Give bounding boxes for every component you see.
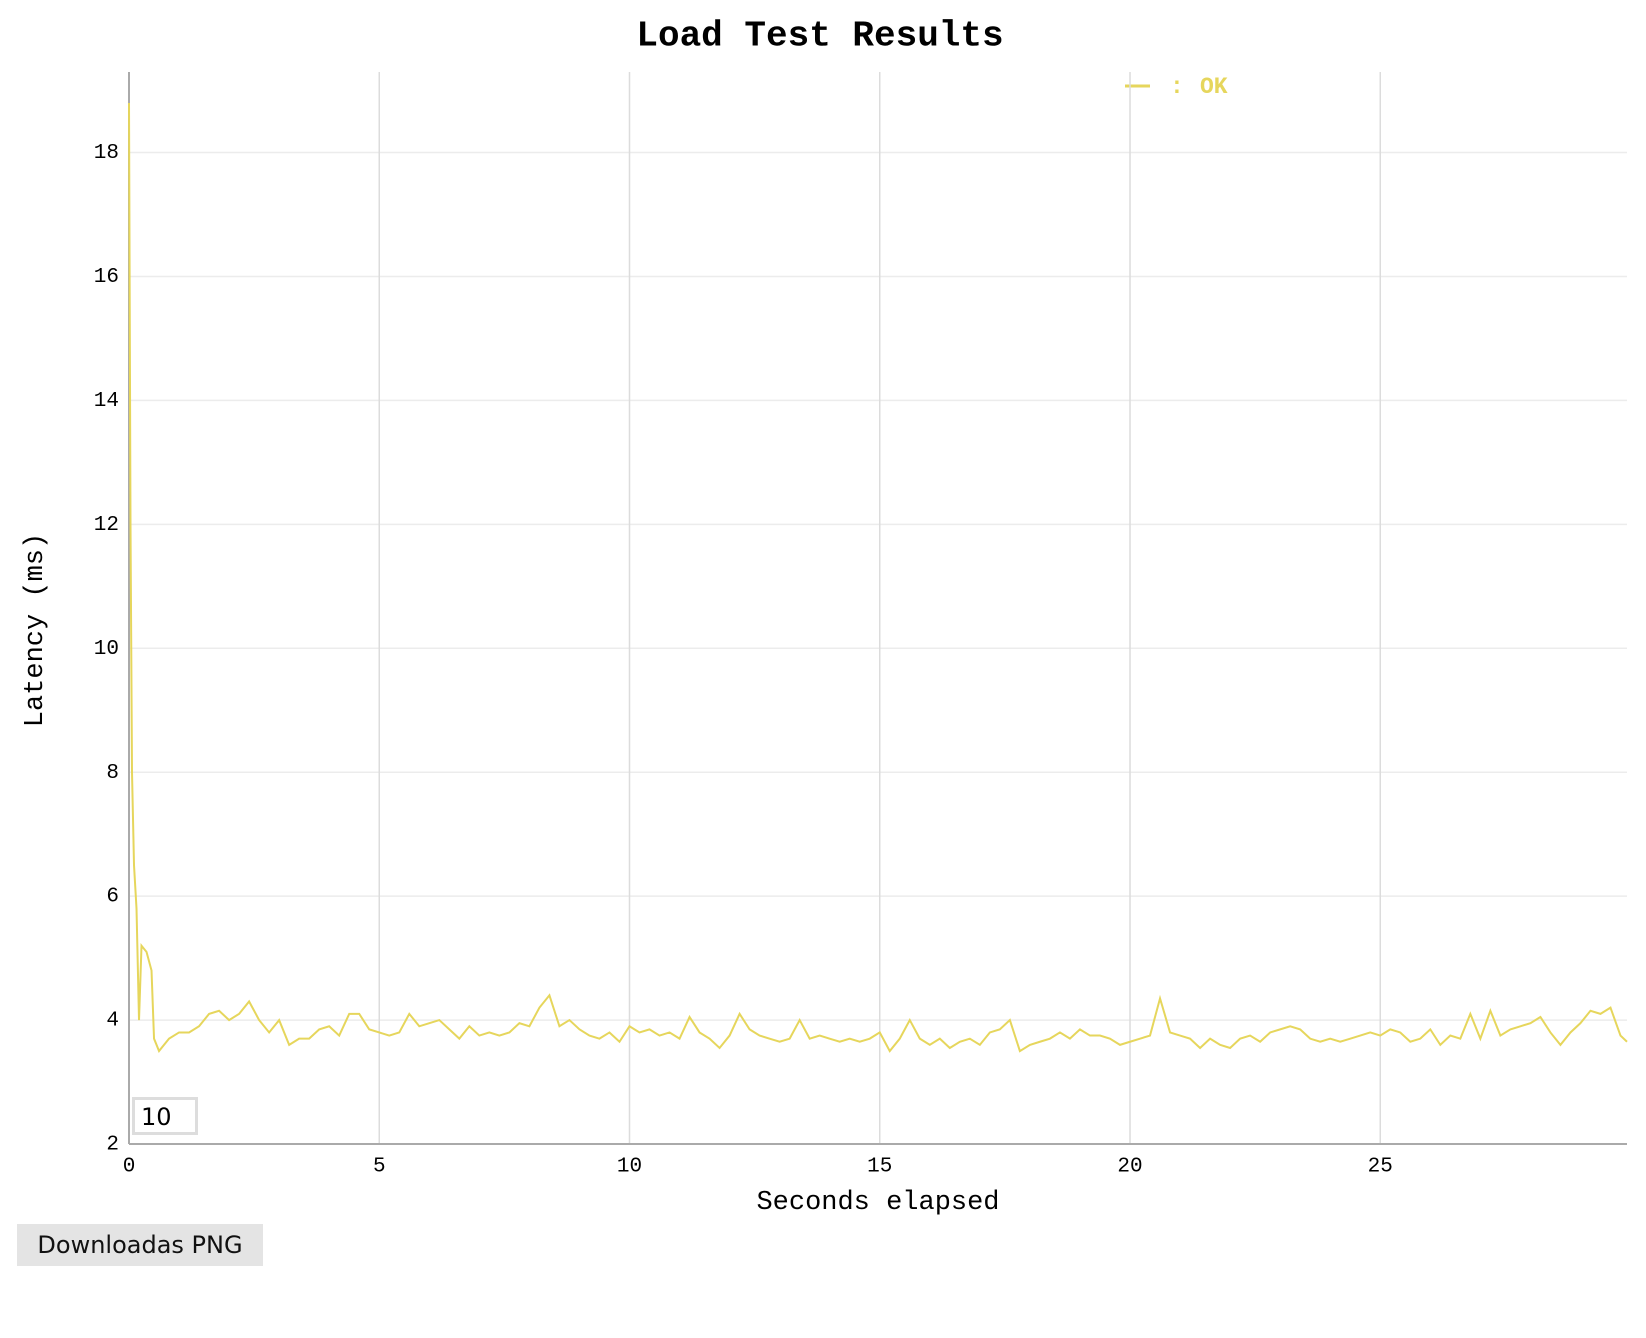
y-axis-title: Latency (ms) (21, 533, 51, 727)
y-tick-label: 12 (94, 514, 119, 537)
legend-separator: : (1170, 74, 1184, 100)
x-tick-label: 15 (867, 1156, 892, 1179)
x-tick-label: 25 (1368, 1156, 1393, 1179)
y-tick-label: 6 (106, 886, 119, 909)
data-line (128, 102, 1628, 1054)
y-tick-label: 18 (94, 142, 119, 165)
y-tick-label: 8 (106, 762, 119, 785)
x-tick-label: 0 (123, 1156, 136, 1179)
download-button[interactable]: Downloadas PNG (17, 1224, 263, 1266)
chart-title: Load Test Results (636, 16, 1003, 57)
x-tick-label: 10 (617, 1156, 642, 1179)
y-tick-label: 2 (106, 1134, 119, 1157)
roll-period-input[interactable]: 10 (132, 1097, 198, 1135)
legend-label: OK (1200, 74, 1228, 100)
y-tick-label: 4 (106, 1010, 119, 1033)
x-axis-title: Seconds elapsed (756, 1188, 999, 1218)
x-tick-label: 5 (373, 1156, 386, 1179)
x-tick-label: 20 (1117, 1156, 1142, 1179)
y-tick-label: 14 (94, 390, 119, 413)
y-tick-label: 10 (94, 638, 119, 661)
y-tick-label: 16 (94, 266, 119, 289)
